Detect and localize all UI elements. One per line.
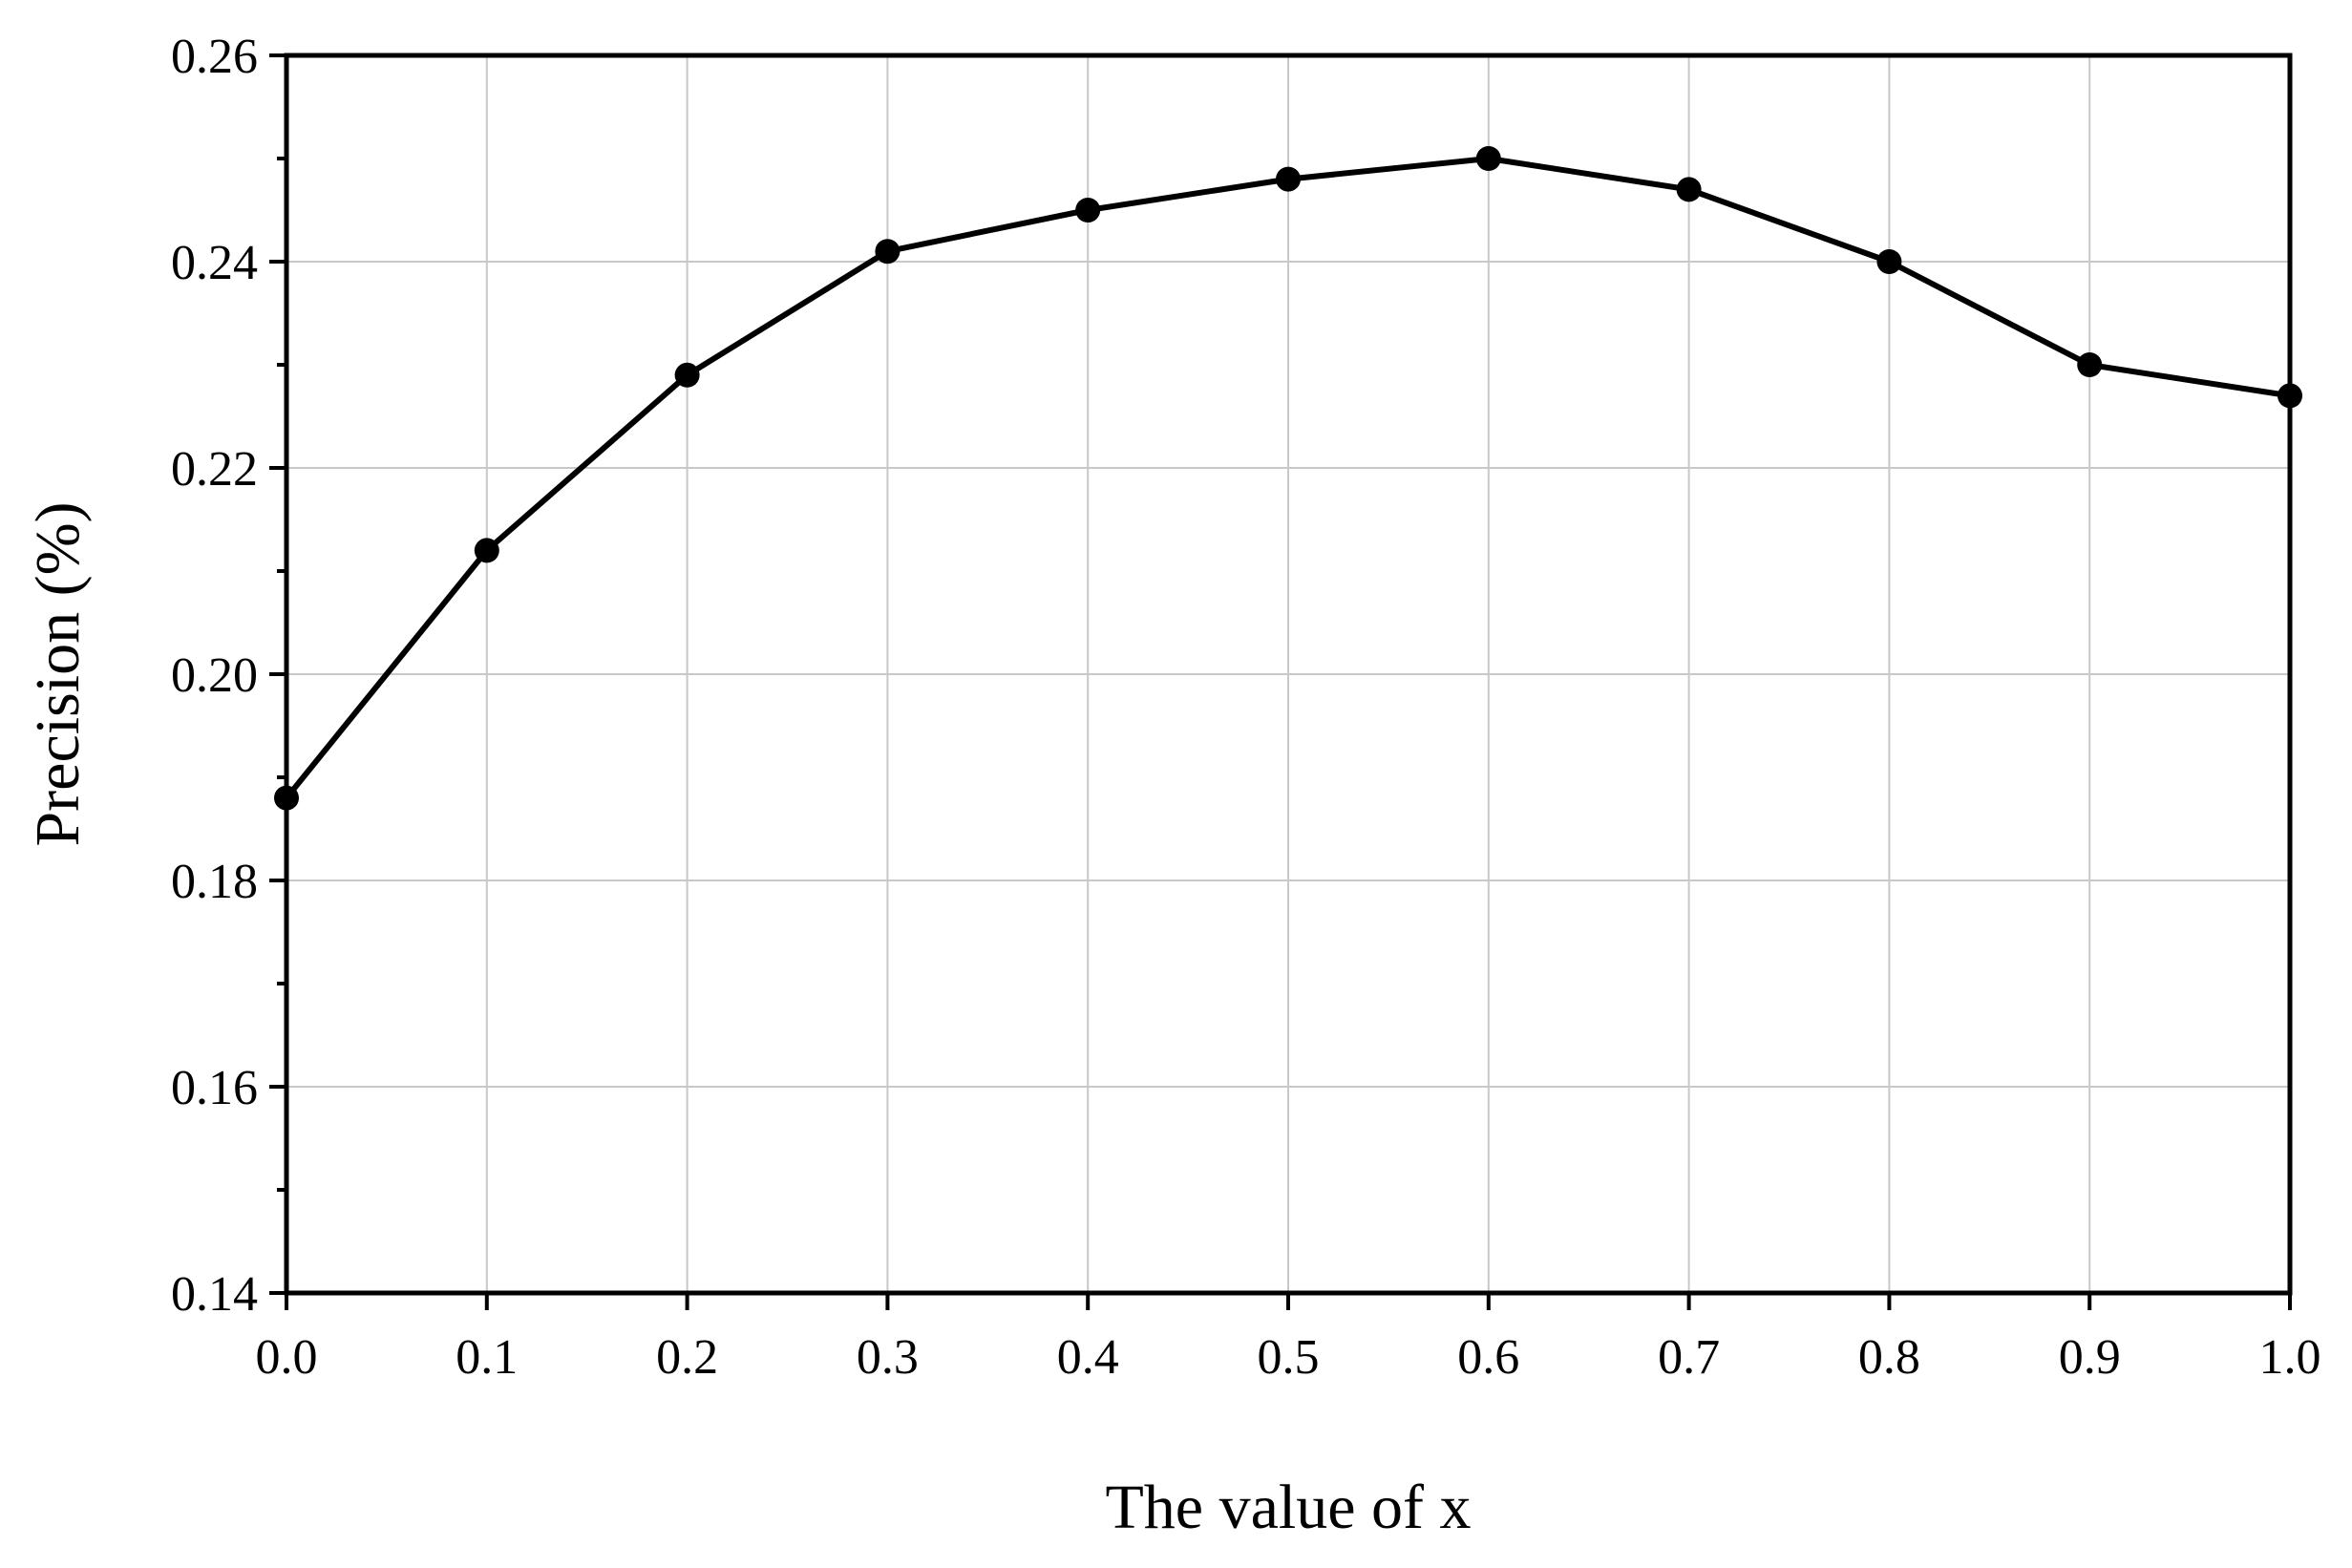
grid-layer <box>286 55 2290 1293</box>
y-tick-label: 0.26 <box>171 30 258 84</box>
data-point <box>1276 166 1301 192</box>
y-tick-label: 0.16 <box>171 1061 258 1115</box>
y-tick-label: 0.18 <box>171 855 258 909</box>
x-tick-label: 0.2 <box>656 1330 718 1385</box>
data-point <box>1676 177 1702 202</box>
data-point <box>2077 352 2103 377</box>
y-tick-label: 0.20 <box>171 648 258 703</box>
data-point <box>1876 249 1902 274</box>
y-tick-label: 0.14 <box>171 1267 258 1322</box>
x-tick-label: 0.7 <box>1658 1330 1720 1385</box>
x-tick-label: 0.0 <box>256 1330 318 1385</box>
x-tick-label: 0.8 <box>1858 1330 1920 1385</box>
y-tick-labels: 0.14 0.16 0.18 0.20 0.22 0.24 0.26 <box>171 30 258 1322</box>
x-tick-label: 0.4 <box>1057 1330 1119 1385</box>
x-tick-label: 0.1 <box>456 1330 518 1385</box>
x-tick-label: 0.9 <box>2059 1330 2121 1385</box>
x-tick-label: 0.6 <box>1457 1330 1519 1385</box>
data-point <box>674 362 700 388</box>
data-point <box>1075 198 1101 222</box>
y-tick-label: 0.24 <box>171 236 258 290</box>
data-point <box>474 538 499 563</box>
x-axis-title: The value of x <box>1105 1473 1471 1542</box>
x-tick-label: 1.0 <box>2259 1330 2321 1385</box>
x-tick-labels: 0.0 0.1 0.2 0.3 0.4 0.5 0.6 0.7 0.8 0.9 1.0 <box>256 1330 2321 1385</box>
plot-frame <box>284 53 2293 1296</box>
data-point <box>875 239 901 265</box>
y-axis-title: Precision (%) <box>23 501 93 846</box>
x-tick-label: 0.3 <box>857 1330 919 1385</box>
data-point <box>1475 146 1501 171</box>
series-layer <box>274 146 2302 811</box>
y-tick-label: 0.22 <box>171 442 258 497</box>
x-tick-label: 0.5 <box>1258 1330 1320 1385</box>
major-ticks <box>269 53 2292 1310</box>
